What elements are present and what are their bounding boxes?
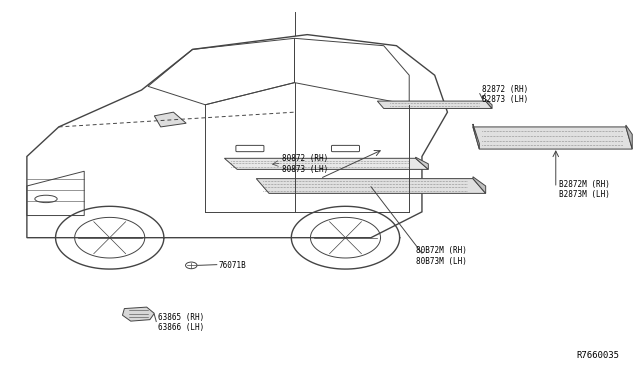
- Polygon shape: [256, 179, 486, 193]
- Text: 82872 (RH)
82873 (LH): 82872 (RH) 82873 (LH): [483, 85, 529, 104]
- Text: B2872M (RH)
B2873M (LH): B2872M (RH) B2873M (LH): [559, 180, 610, 199]
- Polygon shape: [154, 112, 186, 127]
- Polygon shape: [225, 158, 428, 169]
- Polygon shape: [122, 307, 154, 321]
- Polygon shape: [626, 125, 632, 149]
- Polygon shape: [378, 101, 492, 109]
- Text: 63865 (RH)
63866 (LH): 63865 (RH) 63866 (LH): [157, 313, 204, 332]
- FancyBboxPatch shape: [332, 145, 360, 152]
- Text: 80B72M (RH)
80B73M (LH): 80B72M (RH) 80B73M (LH): [415, 247, 467, 266]
- Polygon shape: [473, 124, 479, 149]
- Text: 76071B: 76071B: [218, 261, 246, 270]
- Text: 80872 (RH)
80873 (LH): 80872 (RH) 80873 (LH): [282, 154, 328, 174]
- Polygon shape: [473, 127, 632, 149]
- Polygon shape: [473, 177, 486, 193]
- Text: R7660035: R7660035: [577, 350, 620, 359]
- FancyBboxPatch shape: [236, 145, 264, 152]
- Polygon shape: [415, 157, 428, 169]
- Polygon shape: [486, 99, 492, 109]
